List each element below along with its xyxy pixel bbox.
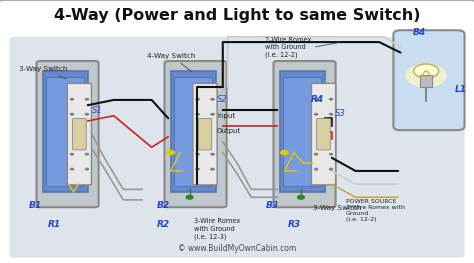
Circle shape	[167, 150, 174, 155]
Circle shape	[70, 98, 74, 100]
Text: S1: S1	[91, 106, 102, 115]
Text: B2: B2	[157, 201, 170, 210]
Text: Output: Output	[217, 129, 241, 134]
Circle shape	[186, 195, 193, 199]
Circle shape	[196, 98, 200, 100]
FancyBboxPatch shape	[164, 61, 227, 207]
Circle shape	[210, 168, 214, 170]
FancyBboxPatch shape	[273, 61, 336, 207]
Text: 3-Way Switch: 3-Way Switch	[19, 66, 67, 79]
Circle shape	[70, 153, 74, 155]
Circle shape	[329, 98, 333, 100]
FancyBboxPatch shape	[198, 118, 212, 150]
Circle shape	[196, 113, 200, 115]
Circle shape	[196, 153, 200, 155]
FancyBboxPatch shape	[280, 71, 325, 192]
FancyBboxPatch shape	[174, 77, 212, 186]
Text: 4-Way (Power and Light to same Switch): 4-Way (Power and Light to same Switch)	[54, 8, 420, 23]
Text: L1: L1	[455, 85, 467, 94]
Circle shape	[85, 113, 89, 115]
FancyBboxPatch shape	[36, 61, 99, 207]
FancyBboxPatch shape	[9, 37, 465, 258]
Text: S3: S3	[335, 109, 346, 118]
FancyBboxPatch shape	[73, 118, 86, 150]
Text: S2: S2	[217, 95, 228, 104]
Text: R3: R3	[287, 220, 301, 229]
Circle shape	[329, 113, 333, 115]
Circle shape	[85, 153, 89, 155]
Circle shape	[70, 168, 74, 170]
Circle shape	[406, 64, 446, 87]
FancyBboxPatch shape	[193, 83, 217, 185]
Circle shape	[329, 153, 333, 155]
Text: B1: B1	[29, 201, 42, 210]
FancyBboxPatch shape	[311, 83, 336, 185]
Circle shape	[210, 113, 214, 115]
FancyBboxPatch shape	[67, 83, 91, 185]
Circle shape	[314, 98, 318, 100]
Text: © www.BuildMyOwnCabin.com: © www.BuildMyOwnCabin.com	[178, 244, 296, 253]
Circle shape	[85, 98, 89, 100]
FancyBboxPatch shape	[46, 77, 84, 186]
Text: R1: R1	[48, 220, 61, 229]
Text: POWER SOURCE
2-Wire Romex with
Ground
(i.e. 12-2): POWER SOURCE 2-Wire Romex with Ground (i…	[346, 199, 405, 222]
Circle shape	[196, 168, 200, 170]
Circle shape	[414, 64, 438, 78]
Text: 3-Way Switch: 3-Way Switch	[313, 205, 361, 211]
Circle shape	[281, 150, 288, 155]
Text: 3-Wire Romex
with Ground
(i.e. 12-3): 3-Wire Romex with Ground (i.e. 12-3)	[194, 218, 241, 240]
FancyBboxPatch shape	[393, 30, 465, 130]
Text: 2-Wire Romex
with Ground
(i.e. 12-2): 2-Wire Romex with Ground (i.e. 12-2)	[265, 37, 312, 58]
Text: Input: Input	[217, 113, 235, 119]
FancyBboxPatch shape	[317, 118, 330, 150]
Text: R4: R4	[311, 95, 324, 104]
Text: 4-Way Switch: 4-Way Switch	[147, 53, 195, 72]
Circle shape	[314, 153, 318, 155]
Circle shape	[314, 168, 318, 170]
Text: R2: R2	[157, 220, 170, 229]
Text: B3: B3	[266, 201, 279, 210]
FancyBboxPatch shape	[283, 77, 321, 186]
Circle shape	[70, 113, 74, 115]
Circle shape	[298, 195, 304, 199]
FancyBboxPatch shape	[43, 71, 88, 192]
Text: B4: B4	[413, 28, 426, 37]
Circle shape	[314, 113, 318, 115]
FancyBboxPatch shape	[171, 71, 216, 192]
Circle shape	[329, 168, 333, 170]
Circle shape	[210, 153, 214, 155]
Circle shape	[85, 168, 89, 170]
Circle shape	[210, 98, 214, 100]
FancyBboxPatch shape	[420, 75, 432, 87]
